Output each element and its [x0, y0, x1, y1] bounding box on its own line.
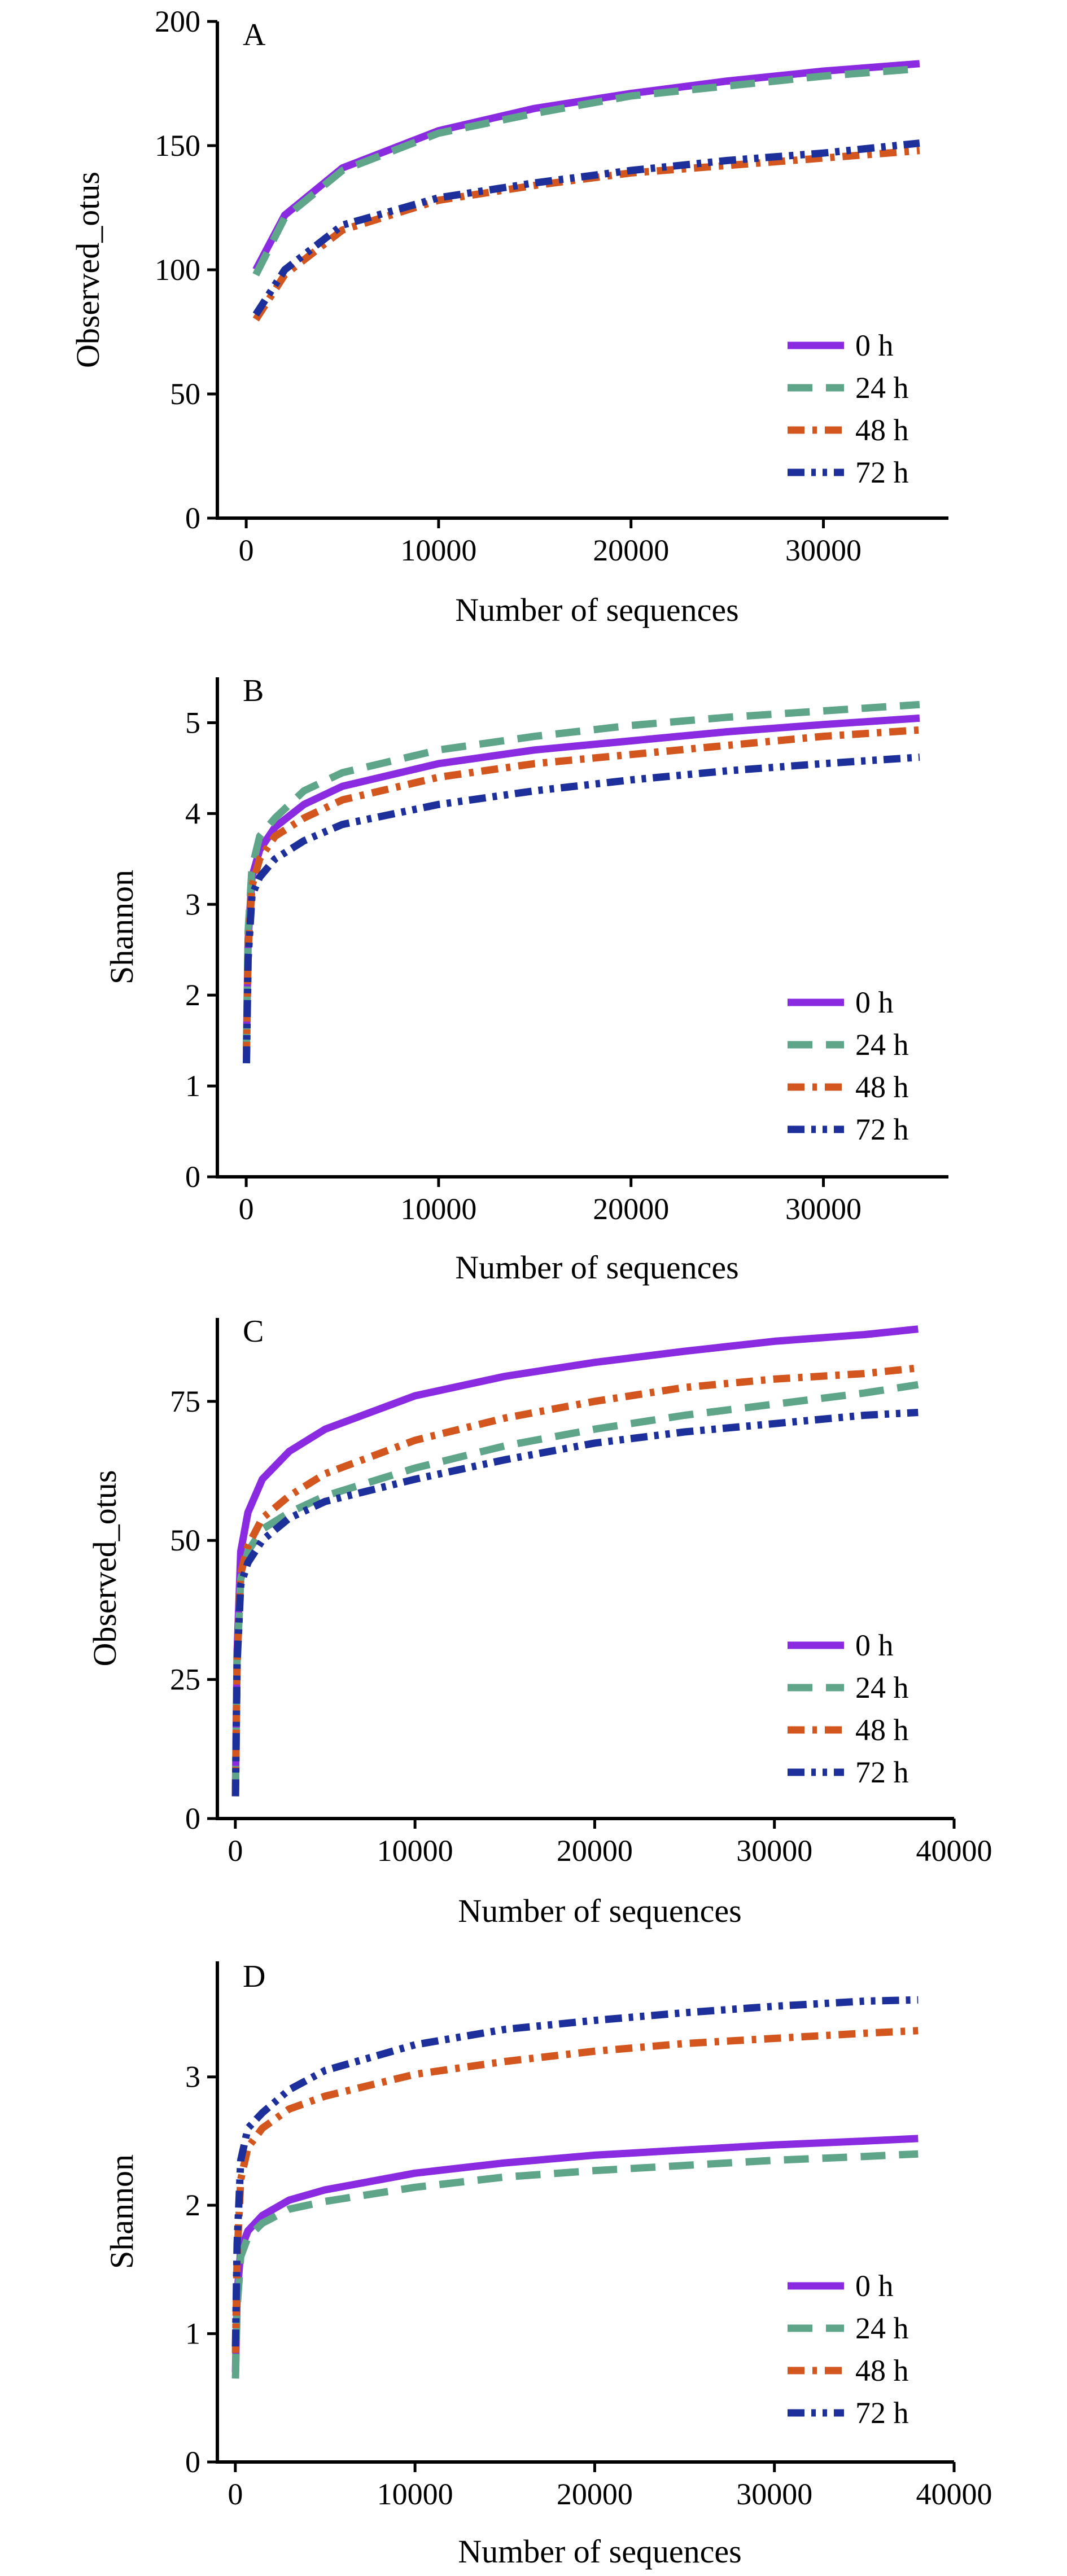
x-axis-label: Number of sequences: [458, 2533, 742, 2570]
chart-panel-c: 0 25 50 75 0 10000 20000 30000 40000 C Number of s…: [86, 1314, 992, 1929]
y-tick-label: 2: [185, 2188, 200, 2222]
y-tick-label: 0: [185, 501, 200, 535]
legend-label: 48 h: [855, 1713, 909, 1747]
series-line-72h: [243, 753, 920, 1064]
series-line-48h: [243, 726, 920, 1059]
x-tick-label: 0: [228, 1834, 243, 1868]
x-tick-label: 20000: [593, 533, 669, 567]
y-tick-label: 4: [185, 796, 200, 830]
legend: 0 h 24 h 48 h 72 h: [788, 328, 909, 489]
y-tick-label: 0: [185, 2445, 200, 2479]
x-tick-label: 0: [228, 2477, 243, 2511]
series-line-24h: [252, 65, 920, 277]
y-tick-label: 2: [185, 978, 200, 1012]
x-tick-label: 40000: [916, 2477, 992, 2511]
legend-label: 72 h: [855, 2396, 909, 2430]
x-tick-label: 30000: [785, 533, 862, 567]
panel-letter: D: [243, 1959, 265, 1994]
x-tick-label: 30000: [736, 1834, 812, 1868]
y-tick-label: 150: [155, 129, 200, 163]
legend-label: 24 h: [855, 371, 909, 405]
legend-label: 48 h: [855, 2354, 909, 2387]
y-tick-label: 75: [170, 1385, 200, 1418]
legend-label: 24 h: [855, 1671, 909, 1705]
x-tick-label: 10000: [377, 1834, 453, 1868]
series-line-0h: [252, 60, 920, 272]
y-tick-label: 100: [155, 253, 200, 287]
series-line-48h: [231, 1364, 919, 1797]
chart-panel-b: 0 1 2 3 4 5 0 10000 20000 30000 B Number of sequenc…: [103, 673, 948, 1286]
legend: 0 h 24 h 48 h 72 h: [788, 1628, 909, 1789]
y-axis-label: Shannon: [103, 870, 140, 984]
panel-letter: C: [243, 1314, 264, 1349]
y-axis-label: Observed_otus: [86, 1470, 123, 1667]
y-axis-label: Shannon: [103, 2154, 140, 2269]
x-tick-label: 30000: [785, 1192, 862, 1226]
x-tick-label: 10000: [377, 2477, 453, 2511]
legend-label: 0 h: [855, 985, 894, 1019]
series-line-0h: [231, 1325, 919, 1791]
y-tick-label: 0: [185, 1802, 200, 1835]
series-line-48h: [231, 2027, 919, 2353]
x-tick-label: 30000: [736, 2477, 812, 2511]
series-line-48h: [252, 147, 920, 322]
x-tick-label: 0: [239, 533, 254, 567]
legend-label: 72 h: [855, 1755, 909, 1789]
y-tick-label: 50: [170, 377, 200, 411]
legend-label: 24 h: [855, 1028, 909, 1062]
x-tick-label: 10000: [400, 533, 476, 567]
series-line-72h: [252, 139, 920, 317]
x-tick-label: 0: [239, 1192, 254, 1226]
x-tick-label: 20000: [593, 1192, 669, 1226]
legend-label: 24 h: [855, 2311, 909, 2345]
x-tick-label: 20000: [557, 1834, 633, 1868]
chart-panel-a: 0 50 100 150 200 0 10000 20000 30000 A Number of s…: [69, 5, 948, 628]
series-line-24h: [231, 2150, 919, 2379]
y-tick-label: 5: [185, 706, 200, 739]
legend-label: 72 h: [855, 1112, 909, 1146]
x-axis-label: Number of sequences: [455, 592, 739, 628]
y-tick-label: 0: [185, 1160, 200, 1194]
x-tick-label: 40000: [916, 1834, 992, 1868]
y-tick-label: 3: [185, 2060, 200, 2094]
y-tick-label: 1: [185, 2317, 200, 2351]
legend-label: 48 h: [855, 413, 909, 447]
legend: 0 h 24 h 48 h 72 h: [788, 985, 909, 1146]
y-tick-label: 50: [170, 1523, 200, 1557]
legend-label: 48 h: [855, 1070, 909, 1104]
legend: 0 h 24 h 48 h 72 h: [788, 2269, 909, 2430]
x-axis-label: Number of sequences: [458, 1892, 742, 1929]
y-tick-label: 25: [170, 1663, 200, 1697]
x-tick-label: 20000: [557, 2477, 633, 2511]
panel-letter: A: [243, 17, 266, 52]
chart-panel-d: 0 1 2 3 0 10000 20000 30000 40000 D Number of sequ…: [103, 1959, 992, 2570]
panel-letter: B: [243, 673, 264, 708]
x-axis-label: Number of sequences: [455, 1249, 739, 1286]
series-line-24h: [243, 700, 920, 1050]
legend-label: 0 h: [855, 2269, 894, 2303]
y-axis-label: Observed_otus: [69, 172, 106, 368]
y-tick-label: 3: [185, 887, 200, 921]
series-line-72h: [231, 1996, 919, 2347]
legend-label: 0 h: [855, 1628, 894, 1662]
y-tick-label: 1: [185, 1069, 200, 1103]
legend-label: 0 h: [855, 328, 894, 362]
legend-label: 72 h: [855, 455, 909, 489]
series-line-72h: [231, 1409, 919, 1797]
y-tick-label: 200: [155, 5, 200, 38]
x-tick-label: 10000: [400, 1192, 476, 1226]
